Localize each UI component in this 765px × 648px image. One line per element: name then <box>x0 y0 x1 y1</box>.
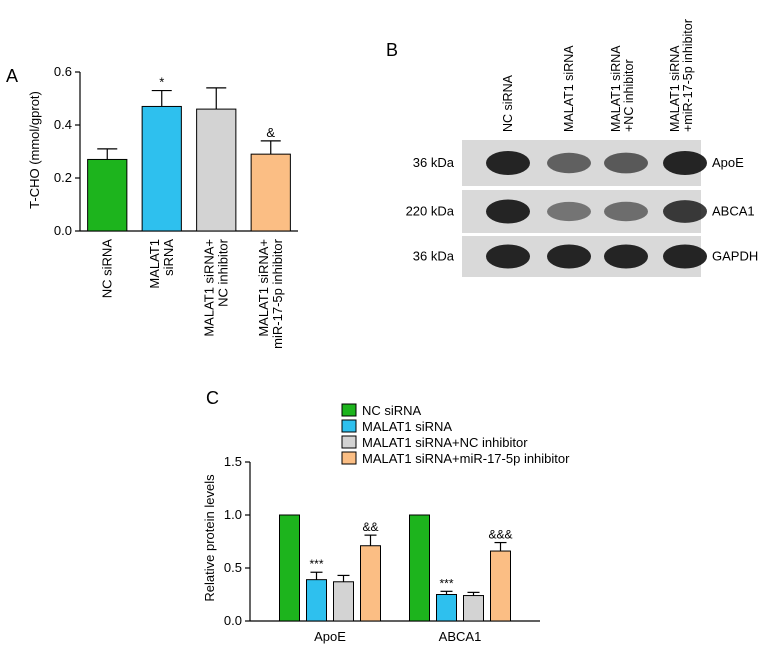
chart-a-x-tick-label: MALAT1 siRNA+ <box>201 239 216 337</box>
chart-a-x-label-group: MALAT1 siRNA+ NC inhibitor <box>201 238 230 336</box>
chart-c-legend-label: NC siRNA <box>362 403 422 418</box>
blot-protein-name: ABCA1 <box>712 204 755 219</box>
blot-band <box>604 152 648 174</box>
chart-c-legend-swatch <box>341 435 357 449</box>
chart-c-legend-swatch <box>341 403 357 417</box>
chart-a-x-tick-label: MALAT1 <box>147 239 162 289</box>
chart-a-significance: & <box>266 125 275 140</box>
chart-c-x-tick-label: ABCA1 <box>439 629 482 644</box>
chart-a-x-tick-label: siRNA <box>161 239 176 276</box>
blot-band <box>547 201 591 222</box>
chart-c-bar <box>306 579 327 622</box>
chart-a-bar <box>196 108 237 232</box>
chart-c-y-tick-label: 0.5 <box>224 560 242 575</box>
chart-a-x-tick-label: MALAT1 siRNA+ <box>256 239 271 337</box>
chart-c-ylabel: Relative protein levels <box>202 474 217 602</box>
chart-c-y-tick-label: 1.0 <box>224 507 242 522</box>
chart-a-bar <box>250 153 291 232</box>
chart-c-legend-label: MALAT1 siRNA <box>362 419 452 434</box>
blot-band <box>547 244 591 269</box>
chart-c-y-tick-label: 0.0 <box>224 613 242 628</box>
chart-a: T-CHO (mmol/gprot) 0.0 0.2 0.4 0.6 NC siRNA *… <box>27 64 298 349</box>
chart-c-bar <box>409 514 430 622</box>
chart-c-bar <box>436 594 457 622</box>
chart-c-x-tick-label: ApoE <box>314 629 346 644</box>
chart-c-significance: && <box>362 520 378 534</box>
chart-c-legend-swatch <box>341 451 357 465</box>
blot-band <box>486 244 530 269</box>
blot-lane-label: MALAT1 siRNA <box>562 45 576 132</box>
blot-band <box>663 244 707 269</box>
blot-lane-label-group: MALAT1 siRNA +miR-17-5p inhibitor <box>668 19 695 132</box>
chart-a-y-tick-label: 0.4 <box>54 117 72 132</box>
blot-molecular-weight: 36 kDa <box>413 249 455 264</box>
blot-lane-label: +NC inhibitor <box>622 59 636 132</box>
chart-a-y-tick-label: 0.0 <box>54 223 72 238</box>
blot-lane-label-group: NC siRNA <box>501 74 515 132</box>
chart-c-significance: *** <box>309 557 323 571</box>
blot-molecular-weight: 220 kDa <box>406 204 455 219</box>
chart-a-bar <box>141 105 182 232</box>
blot-protein-name: GAPDH <box>712 249 758 264</box>
chart-a-bar <box>87 158 128 232</box>
chart-a-x-tick-label: miR-17-5p inhibitor <box>270 238 285 348</box>
blot-lane-label: NC siRNA <box>501 74 515 132</box>
chart-c-bar <box>333 581 354 622</box>
chart-c-bar <box>360 545 381 622</box>
chart-c-significance: &&& <box>488 528 512 542</box>
blot-band <box>604 244 648 269</box>
chart-c-legend-label: MALAT1 siRNA+miR-17-5p inhibitor <box>362 451 570 466</box>
chart-c-bar <box>490 550 511 622</box>
chart-a-x-label-group: MALAT1 siRNA+ miR-17-5p inhibitor <box>256 238 285 348</box>
blot-band <box>663 200 707 223</box>
blot-lane-label-group: MALAT1 siRNA <box>562 45 576 132</box>
chart-c-legend-swatch <box>341 419 357 433</box>
blot-lane-label-group: MALAT1 siRNA +NC inhibitor <box>609 45 636 132</box>
blot-lane-label: +miR-17-5p inhibitor <box>681 19 695 132</box>
chart-a-x-tick-label: NC siRNA <box>99 239 114 299</box>
blot-protein-name: ApoE <box>712 155 744 170</box>
chart-a-significance: * <box>159 75 164 90</box>
panel-label-c: C <box>206 388 219 408</box>
panel-label-b: B <box>386 40 398 60</box>
chart-c-legend-label: MALAT1 siRNA+NC inhibitor <box>362 435 528 450</box>
blot-band <box>486 151 530 175</box>
blot-band <box>486 199 530 224</box>
blot-lane-label: MALAT1 siRNA <box>609 45 623 132</box>
chart-a-x-label-group: NC siRNA <box>99 239 114 299</box>
chart-a-x-label-group: MALAT1 siRNA <box>147 239 176 289</box>
chart-a-ylabel: T-CHO (mmol/gprot) <box>27 91 42 209</box>
panel-label-a: A <box>6 66 18 86</box>
chart-a-x-tick-label: NC inhibitor <box>215 238 230 307</box>
blot-molecular-weight: 36 kDa <box>413 155 455 170</box>
blot-lane-label: MALAT1 siRNA <box>668 45 682 132</box>
western-blot: NC siRNA MALAT1 siRNA MALAT1 siRNA +NC inhi… <box>406 19 758 277</box>
chart-c-y-tick-label: 1.5 <box>224 454 242 469</box>
chart-c-significance: *** <box>439 576 453 590</box>
chart-a-y-tick-label: 0.6 <box>54 64 72 79</box>
blot-band <box>547 152 591 174</box>
chart-c-bar <box>279 514 300 622</box>
chart-a-y-tick-label: 0.2 <box>54 170 72 185</box>
blot-band <box>604 201 648 222</box>
blot-band <box>663 151 707 175</box>
chart-c-bar <box>463 595 484 622</box>
